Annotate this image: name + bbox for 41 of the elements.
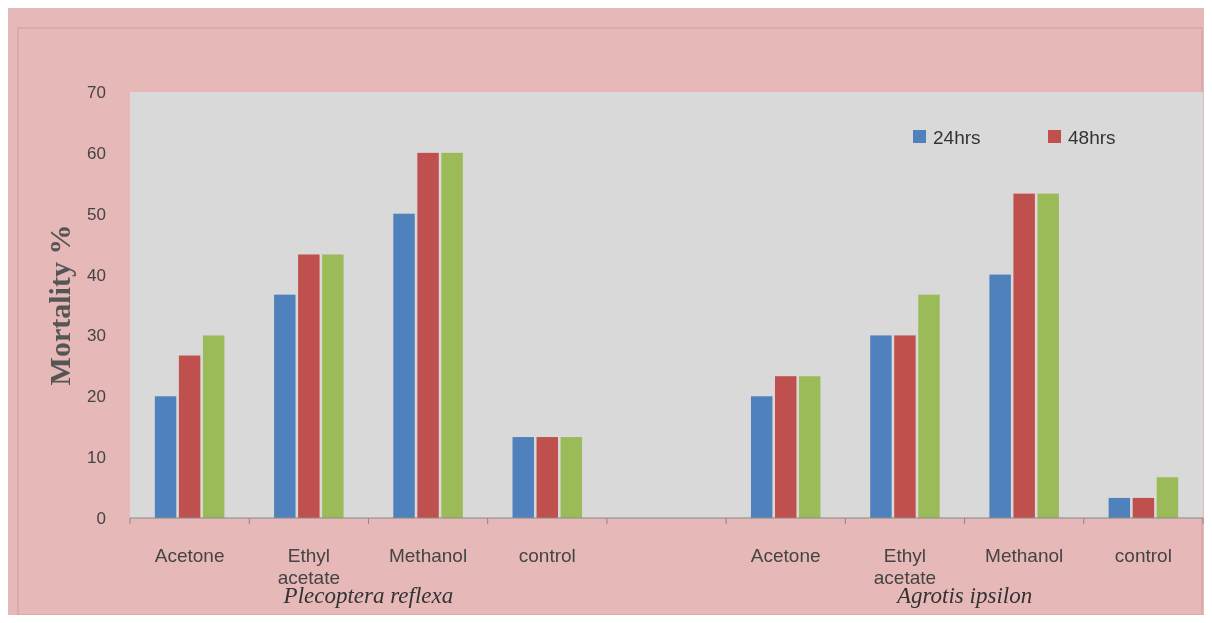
bar <box>1108 497 1131 518</box>
bar <box>799 376 821 518</box>
bar <box>178 355 201 518</box>
y-tick-label: 40 <box>87 265 106 285</box>
bar <box>536 437 559 518</box>
y-tick-label: 50 <box>87 204 106 224</box>
bar <box>441 152 463 518</box>
legend-label: 24hrs <box>933 126 981 148</box>
x-tick-label: Acetone <box>154 545 225 566</box>
bar <box>512 437 534 518</box>
bar <box>894 335 916 518</box>
bar <box>1156 477 1179 518</box>
bar <box>417 152 439 518</box>
bar <box>1013 193 1035 518</box>
bar <box>918 294 940 518</box>
bar <box>870 335 892 518</box>
x-tick-label: Acetone <box>750 545 821 566</box>
y-tick-label: 10 <box>87 448 106 468</box>
y-tick-label: 70 <box>87 82 106 102</box>
bar <box>274 294 296 518</box>
bar <box>298 254 320 518</box>
x-tick-label: Methanol <box>388 545 468 566</box>
bar <box>750 396 773 518</box>
bar <box>560 437 583 518</box>
x-tick-label: Methanol <box>985 545 1064 566</box>
y-tick-label: 60 <box>87 143 106 163</box>
bar <box>393 213 415 518</box>
y-axis-title: Mortality % <box>43 224 76 386</box>
y-tick-label: 20 <box>87 387 106 407</box>
legend-label: 48hrs <box>1068 126 1116 148</box>
y-tick-label: 30 <box>87 326 106 346</box>
x-tick-label: control <box>518 545 576 566</box>
bar <box>774 376 797 518</box>
y-tick-label: 0 <box>96 508 106 528</box>
bar <box>202 335 225 518</box>
bar <box>1037 193 1059 518</box>
bar <box>989 274 1011 518</box>
bar <box>322 254 344 518</box>
bar <box>154 396 177 518</box>
x-tick-label: control <box>1114 545 1172 566</box>
bar <box>1132 497 1155 518</box>
